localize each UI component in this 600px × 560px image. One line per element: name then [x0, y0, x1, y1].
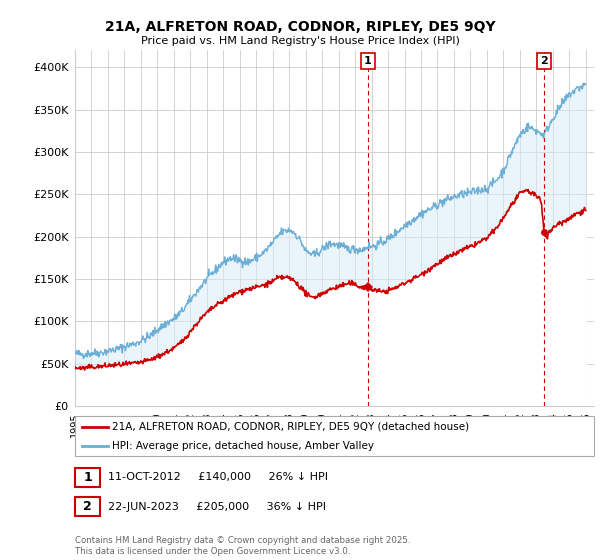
Text: 22-JUN-2023     £205,000     36% ↓ HPI: 22-JUN-2023 £205,000 36% ↓ HPI [108, 502, 326, 512]
Text: HPI: Average price, detached house, Amber Valley: HPI: Average price, detached house, Ambe… [112, 441, 374, 451]
Text: 1: 1 [83, 470, 92, 484]
Text: 11-OCT-2012     £140,000     26% ↓ HPI: 11-OCT-2012 £140,000 26% ↓ HPI [108, 472, 328, 482]
Text: 21A, ALFRETON ROAD, CODNOR, RIPLEY, DE5 9QY (detached house): 21A, ALFRETON ROAD, CODNOR, RIPLEY, DE5 … [112, 422, 469, 432]
Text: 1: 1 [364, 56, 372, 66]
Text: 2: 2 [540, 56, 548, 66]
Text: 21A, ALFRETON ROAD, CODNOR, RIPLEY, DE5 9QY: 21A, ALFRETON ROAD, CODNOR, RIPLEY, DE5 … [104, 20, 496, 34]
Text: Contains HM Land Registry data © Crown copyright and database right 2025.
This d: Contains HM Land Registry data © Crown c… [75, 536, 410, 556]
Text: Price paid vs. HM Land Registry's House Price Index (HPI): Price paid vs. HM Land Registry's House … [140, 36, 460, 46]
Text: 2: 2 [83, 500, 92, 514]
